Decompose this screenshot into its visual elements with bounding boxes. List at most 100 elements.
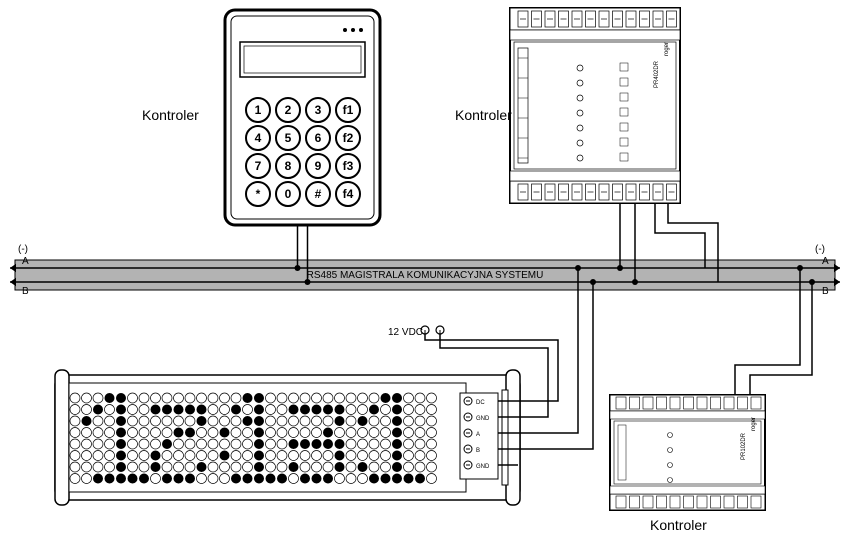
led-dot [220, 439, 230, 449]
led-dot [139, 416, 149, 426]
led-dot [243, 393, 253, 403]
led-dot [277, 405, 287, 415]
led-dot [254, 462, 264, 472]
led-dot [312, 451, 322, 461]
led-dot [369, 405, 379, 415]
svg-text:PR402DR: PR402DR [654, 60, 660, 88]
svg-text:(-): (-) [815, 244, 825, 255]
led-dot [93, 416, 103, 426]
led-dot [289, 474, 299, 484]
led-dot [185, 428, 195, 438]
led-dot [70, 393, 80, 403]
led-dot [427, 439, 437, 449]
led-dot [162, 439, 172, 449]
led-dot [323, 451, 333, 461]
led-dot [243, 462, 253, 472]
led-dot [116, 462, 126, 472]
led-dot [312, 462, 322, 472]
led-dot [139, 474, 149, 484]
led-dot [197, 393, 207, 403]
led-dot [82, 428, 92, 438]
led-dot [300, 393, 310, 403]
led-dot [381, 474, 391, 484]
svg-text:f4: f4 [343, 187, 354, 201]
bus-label: RS485 MAGISTRALA KOMUNIKACYJNA SYSTEMU [307, 270, 544, 281]
led-dot [415, 393, 425, 403]
led-dot [404, 428, 414, 438]
led-dot [208, 428, 218, 438]
led-dot [70, 474, 80, 484]
power-label: 12 VDC [388, 327, 423, 338]
led-dot [289, 405, 299, 415]
led-dot [82, 474, 92, 484]
led-dot [105, 439, 115, 449]
led-dot [277, 393, 287, 403]
led-dot [427, 451, 437, 461]
led-dot [197, 474, 207, 484]
led-dot [369, 451, 379, 461]
led-dot [404, 462, 414, 472]
led-dot [266, 439, 276, 449]
led-dot [392, 405, 402, 415]
led-dot [312, 393, 322, 403]
led-dot [70, 405, 80, 415]
led-dot [197, 462, 207, 472]
led-dot [139, 405, 149, 415]
controller-bottom-label: Kontroler [650, 517, 707, 533]
system-diagram: ABAB(-)(-)RS485 MAGISTRALA KOMUNIKACYJNA… [0, 0, 850, 545]
led-dot [358, 405, 368, 415]
led-dot [82, 393, 92, 403]
led-dot [392, 462, 402, 472]
led-dot [266, 474, 276, 484]
led-dot [70, 451, 80, 461]
led-dot [197, 439, 207, 449]
led-dot [93, 451, 103, 461]
led-dot [162, 416, 172, 426]
led-dot [174, 439, 184, 449]
led-dot [231, 474, 241, 484]
led-dot [392, 474, 402, 484]
svg-text:9: 9 [315, 159, 322, 173]
led-dot [289, 416, 299, 426]
led-dot [392, 451, 402, 461]
led-dot [346, 451, 356, 461]
led-dot [93, 439, 103, 449]
led-dot [415, 462, 425, 472]
led-dot [254, 451, 264, 461]
led-dot [323, 416, 333, 426]
led-dot [220, 416, 230, 426]
led-dot [93, 474, 103, 484]
svg-text:PR102DR: PR102DR [741, 432, 747, 460]
led-dot [323, 405, 333, 415]
led-dot [415, 405, 425, 415]
led-dot [185, 439, 195, 449]
led-dot [231, 416, 241, 426]
led-dot [392, 393, 402, 403]
led-dot [70, 439, 80, 449]
led-dot [105, 451, 115, 461]
svg-text:2: 2 [285, 103, 292, 117]
led-dot [392, 428, 402, 438]
led-dot [82, 451, 92, 461]
led-dot [346, 462, 356, 472]
led-dot [220, 451, 230, 461]
led-dot [151, 474, 161, 484]
led-dot [254, 416, 264, 426]
led-dot [300, 405, 310, 415]
led-dot [139, 439, 149, 449]
led-dot [300, 462, 310, 472]
svg-text:6: 6 [315, 131, 322, 145]
keypad-lcd [240, 42, 365, 77]
led-dot [358, 428, 368, 438]
led-dot [404, 451, 414, 461]
svg-text:8: 8 [285, 159, 292, 173]
led-dot [358, 393, 368, 403]
led-dot [82, 462, 92, 472]
led-dot [243, 451, 253, 461]
led-dot [185, 474, 195, 484]
led-dot [139, 451, 149, 461]
led-dot [162, 462, 172, 472]
led-dot [289, 439, 299, 449]
led-dot [404, 393, 414, 403]
led-dot [300, 416, 310, 426]
